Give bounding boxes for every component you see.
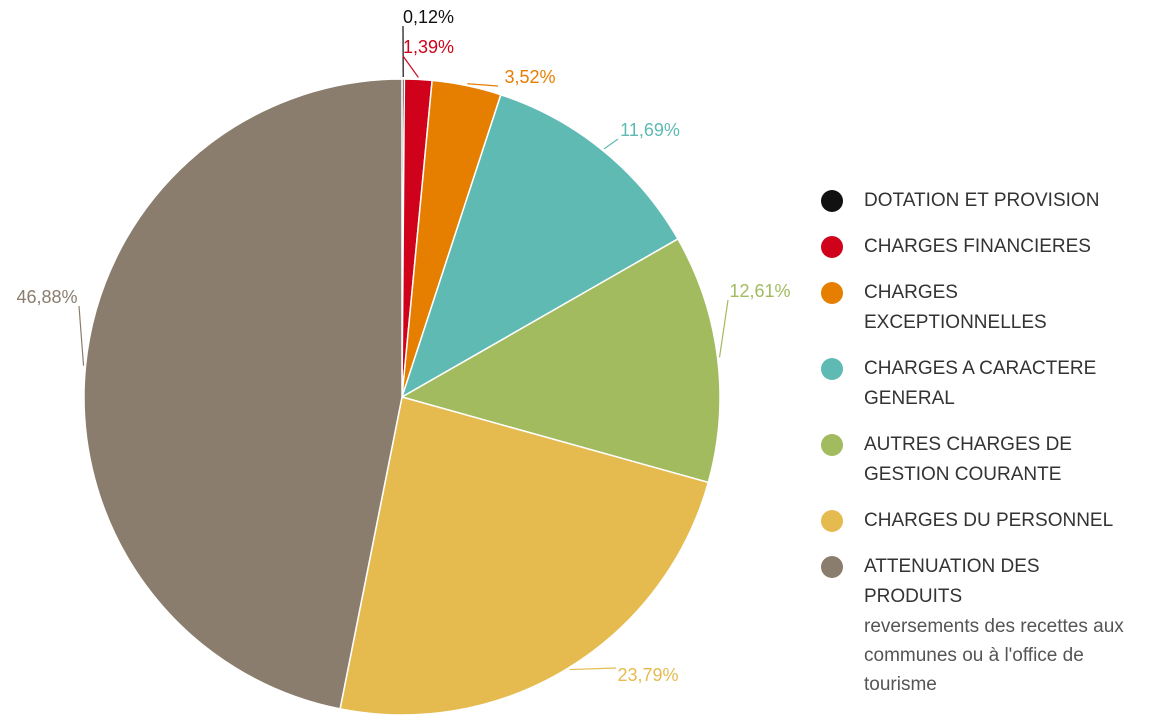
leader-line: [467, 83, 499, 87]
text-line: EXCEPTIONNELLES: [864, 312, 1047, 333]
legend-label: CHARGES EXCEPTIONNELLES: [864, 282, 1047, 333]
leader-line: [569, 667, 617, 671]
text-line: CHARGES FINANCIERES: [864, 236, 1091, 257]
text-line: tourisme: [864, 674, 937, 695]
text-line: CHARGES A CARACTERE: [864, 358, 1102, 379]
legend-label: CHARGES DU PERSONNEL: [864, 510, 1113, 531]
text-line: communes ou à l'office de: [864, 645, 1089, 666]
legend-marker: [821, 434, 843, 456]
data-label: 46,88%: [16, 287, 77, 307]
legend-marker: [821, 358, 843, 380]
leader-line: [78, 305, 85, 366]
text-line: GESTION COURANTE: [864, 464, 1061, 485]
leader-line: [718, 299, 729, 358]
text-line: CHARGES: [864, 282, 963, 303]
legend-note: reversements des recettes aux communes o…: [864, 616, 1129, 695]
text-line: AUTRES CHARGES DE: [864, 434, 1077, 455]
data-label: 3,52%: [504, 67, 555, 87]
legend-label: CHARGES A CARACTERE GENERAL: [864, 358, 1102, 409]
text-line: GENERAL: [864, 388, 955, 409]
legend-label: CHARGES FINANCIERES: [864, 236, 1091, 257]
text-line: DOTATION ET PROVISION: [864, 190, 1099, 211]
legend-marker: [821, 510, 843, 532]
text-line: PRODUITS: [864, 586, 962, 607]
legend-marker: [821, 282, 843, 304]
legend-marker: [821, 556, 843, 578]
pie-slice: [83, 78, 403, 710]
data-label: 23,79%: [617, 665, 678, 685]
leader-line: [402, 55, 419, 78]
legend-label: AUTRES CHARGES DE GESTION COURANTE: [864, 434, 1077, 485]
leader-line: [603, 138, 619, 150]
text-line: reversements des recettes aux: [864, 616, 1129, 637]
legend-marker: [821, 190, 843, 212]
pie-slice: [400, 93, 679, 399]
legend-marker: [821, 236, 843, 258]
pie-slice: [400, 237, 721, 484]
legend-label: DOTATION ET PROVISION: [864, 190, 1099, 211]
text-line: CHARGES DU PERSONNEL: [864, 510, 1113, 531]
text-line: ATTENUATION DES: [864, 556, 1045, 577]
data-label: 12,61%: [729, 281, 790, 301]
data-label: 11,69%: [620, 120, 680, 140]
data-label: 1,39%: [403, 37, 454, 57]
data-label: 0,12%: [403, 7, 454, 27]
legend-label: ATTENUATION DES PRODUITS: [864, 556, 1045, 607]
